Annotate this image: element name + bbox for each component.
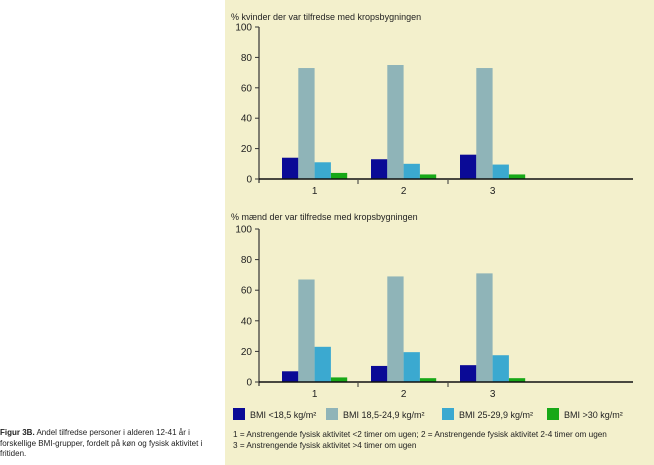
legend-note: 1 = Anstrengende fysisk aktivitet <2 tim… [233, 430, 607, 439]
y-tick-label: 100 [235, 225, 252, 236]
chart-men: % mænd der var tilfredse med kropsbygnin… [231, 212, 633, 400]
y-tick-label: 0 [246, 378, 252, 389]
legend-swatch [442, 408, 454, 420]
bar-1-group-1 [282, 371, 299, 382]
y-tick-label: 40 [241, 316, 253, 327]
legend: BMI <18,5 kg/m² BMI 18,5-24,9 kg/m² BMI 25… [233, 408, 623, 420]
legend-swatch [233, 408, 245, 420]
legend-label: BMI 25-29,9 kg/m² [459, 410, 533, 420]
bar-3-group-2 [403, 163, 420, 179]
chart-title: % kvinder der var tilfredse med kropsbyg… [231, 12, 421, 22]
bar-4-group-2 [419, 378, 437, 382]
figure-caption: Figur 3B. Andel tilfredse personer i ald… [0, 428, 218, 460]
y-tick-label: 100 [235, 23, 252, 34]
legend-label: BMI <18,5 kg/m² [250, 410, 316, 420]
bar-1-group-2 [371, 365, 388, 382]
bar-1-group-2 [371, 159, 388, 179]
y-tick-label: 20 [241, 144, 253, 155]
x-tick-label: 2 [401, 389, 407, 400]
bar-2-group-1 [298, 68, 315, 179]
chart-women: % kvinder der var tilfredse med kropsbyg… [231, 12, 633, 197]
bar-3-group-2 [403, 352, 420, 382]
caption-label: Figur 3B. [0, 428, 35, 437]
bar-2-group-3 [476, 273, 493, 382]
legend-label: BMI 18,5-24,9 kg/m² [343, 410, 425, 420]
legend-label: BMI >30 kg/m² [564, 410, 623, 420]
x-tick-label: 3 [490, 389, 496, 400]
legend-notes: 1 = Anstrengende fysisk aktivitet <2 tim… [233, 429, 653, 451]
y-tick-label: 80 [241, 255, 253, 266]
x-tick-label: 1 [312, 186, 318, 197]
bar-3-group-3 [492, 355, 509, 382]
bar-4-group-1 [330, 377, 348, 382]
figure-panel [225, 0, 654, 465]
bar-2-group-2 [387, 65, 404, 179]
bar-3-group-1 [314, 346, 331, 382]
y-tick-label: 60 [241, 286, 253, 297]
y-tick-label: 60 [241, 83, 253, 94]
y-tick-label: 0 [246, 175, 252, 186]
y-tick-label: 40 [241, 114, 253, 125]
bar-1-group-3 [460, 154, 477, 179]
bar-1-group-3 [460, 365, 477, 382]
bar-3-group-1 [314, 162, 331, 179]
legend-swatch [326, 408, 338, 420]
x-tick-label: 2 [401, 186, 407, 197]
legend-swatch [547, 408, 559, 420]
bar-4-group-3 [508, 174, 526, 179]
bar-2-group-1 [298, 279, 315, 382]
chart-title: % mænd der var tilfredse med kropsbygnin… [231, 212, 418, 222]
bar-4-group-1 [330, 172, 348, 179]
y-tick-label: 20 [241, 347, 253, 358]
x-tick-label: 1 [312, 389, 318, 400]
bar-4-group-3 [508, 378, 526, 382]
bar-2-group-3 [476, 68, 493, 179]
bar-4-group-2 [419, 174, 437, 179]
bar-1-group-1 [282, 157, 299, 179]
caption-text: Andel tilfredse personer i alderen 12-41… [0, 428, 203, 458]
bar-3-group-3 [492, 164, 509, 179]
y-tick-label: 80 [241, 53, 253, 64]
x-tick-label: 3 [490, 186, 496, 197]
legend-note: 3 = Anstrengende fysisk aktivitet >4 tim… [233, 441, 417, 450]
bar-2-group-2 [387, 276, 404, 382]
